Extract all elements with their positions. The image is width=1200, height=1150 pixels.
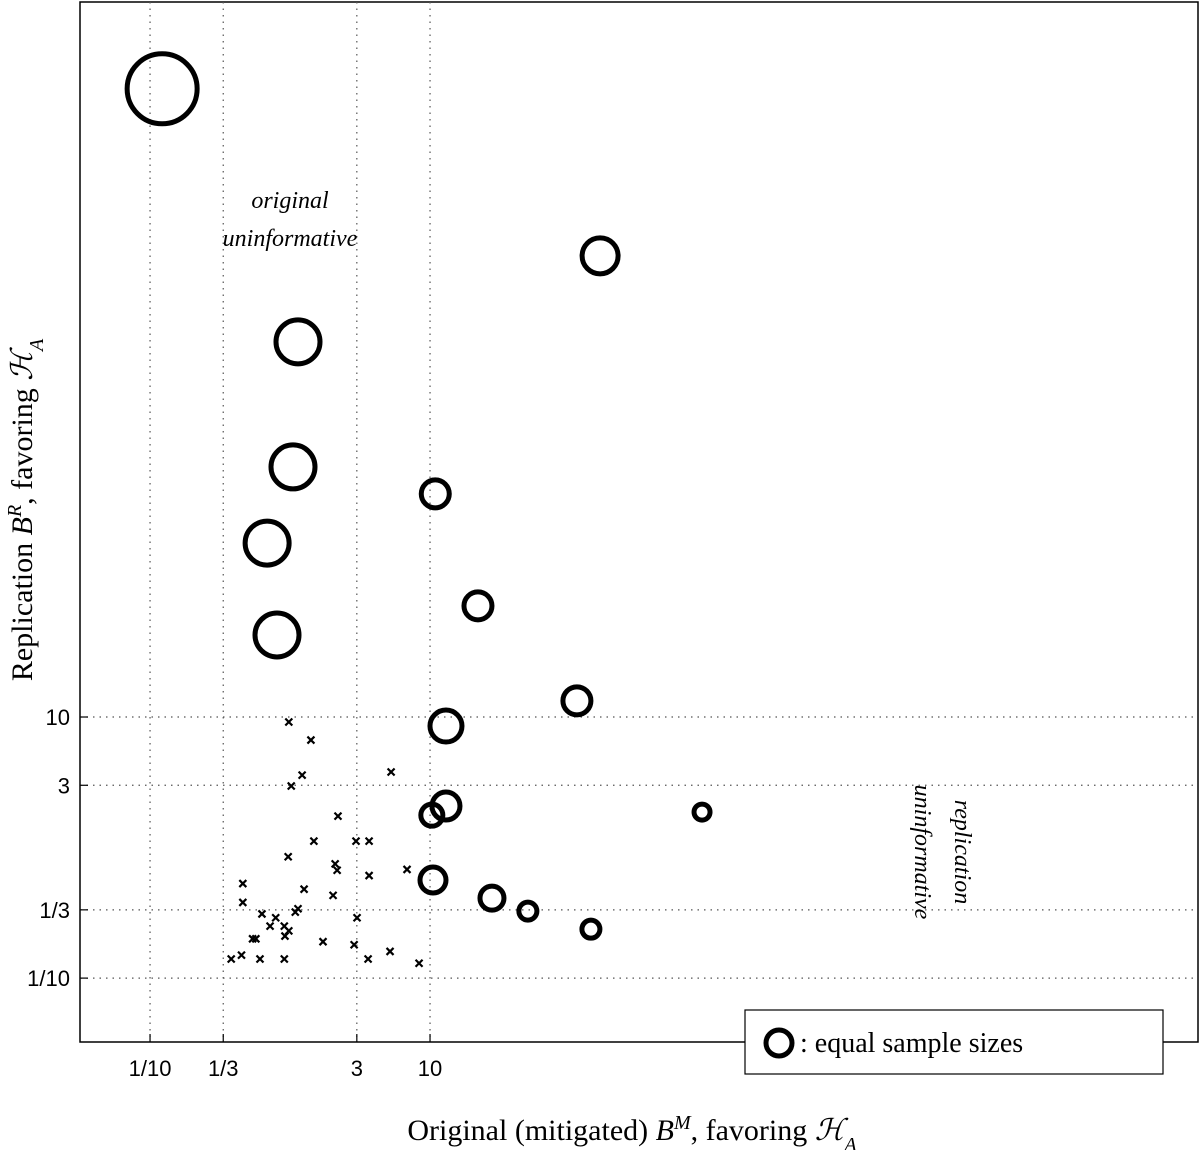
cross-point — [386, 767, 396, 777]
bubble — [560, 684, 594, 718]
bubble — [579, 235, 621, 277]
cross-point — [226, 954, 236, 964]
legend-label: : equal sample sizes — [800, 1028, 1023, 1059]
ylabel-part: ℋ — [6, 347, 39, 381]
bubble — [242, 518, 292, 568]
cross-point — [280, 931, 290, 941]
bubble — [516, 899, 540, 923]
bubble — [579, 917, 603, 941]
ylabel-label: Replication BR, favoring ℋA — [4, 338, 48, 681]
x-tick-label: 3 — [351, 1056, 363, 1081]
plot-frame — [79, 1, 1199, 1043]
cross-point — [349, 940, 359, 950]
cross-point — [257, 909, 267, 919]
y-tick-label: 1/10 — [27, 966, 70, 991]
cross-point — [299, 884, 309, 894]
cross-point — [286, 781, 296, 791]
cross-point — [284, 717, 294, 727]
bubble — [461, 589, 495, 623]
bubble — [691, 801, 713, 823]
cross-point — [238, 879, 248, 888]
cross-point — [364, 836, 374, 846]
annotation: replication — [949, 800, 975, 904]
bubble — [418, 801, 446, 829]
ylabel-part: A — [26, 338, 48, 353]
bubble — [252, 610, 302, 660]
cross-point — [364, 871, 374, 880]
xlabel-part: A — [842, 1134, 857, 1150]
cross-point — [333, 811, 343, 821]
cross-point — [318, 937, 328, 946]
y-tick-label: 10 — [46, 705, 70, 730]
bubble — [417, 864, 449, 896]
cross-point — [330, 859, 340, 869]
bubble — [273, 317, 323, 367]
cross-point — [309, 836, 319, 846]
bubble — [427, 707, 465, 745]
cross-point — [351, 836, 361, 846]
bubble — [268, 442, 318, 492]
xlabel-part: M — [673, 1112, 692, 1134]
xlabel-label: Original (mitigated) BM, favoring ℋA — [407, 1112, 857, 1150]
cross-point — [238, 898, 248, 907]
cross-point — [402, 865, 412, 874]
xlabel-part: Original (mitigated) — [407, 1114, 655, 1147]
xlabel-part: ℋ — [815, 1114, 849, 1147]
annotation: uninformative — [223, 226, 358, 252]
bubble — [477, 883, 507, 913]
ylabel-part: R — [4, 505, 26, 518]
cross-point — [414, 958, 424, 968]
ylabel-part: Replication — [6, 535, 39, 681]
x-tick-label: 10 — [418, 1056, 442, 1081]
cross-point — [265, 921, 275, 931]
bubble — [124, 51, 200, 127]
annotation: uninformative — [909, 785, 935, 920]
cross-point — [283, 852, 293, 862]
xlabel-part: , favoring — [691, 1114, 815, 1147]
legend-marker — [763, 1027, 795, 1059]
ylabel-part: , favoring — [6, 381, 39, 505]
cross-point — [251, 934, 261, 944]
cross-point — [306, 735, 316, 745]
cross-point — [385, 947, 395, 956]
cross-point — [297, 770, 307, 780]
cross-point — [332, 865, 342, 875]
cross-point — [363, 954, 373, 964]
cross-point — [271, 913, 280, 923]
ylabel-part: B — [6, 517, 39, 535]
annotation: original — [251, 188, 329, 214]
bubble — [418, 477, 452, 511]
cross-point — [352, 913, 362, 923]
cross-point — [255, 954, 265, 964]
y-tick-label: 3 — [58, 773, 70, 798]
cross-point — [328, 891, 338, 900]
cross-point — [290, 907, 300, 917]
x-tick-label: 1/10 — [129, 1056, 172, 1081]
cross-point — [280, 954, 289, 964]
y-tick-label: 1/3 — [39, 898, 70, 923]
legend-box — [744, 1009, 1164, 1075]
xlabel-part: B — [656, 1114, 674, 1147]
cross-point — [237, 950, 246, 960]
x-tick-label: 1/3 — [208, 1056, 239, 1081]
